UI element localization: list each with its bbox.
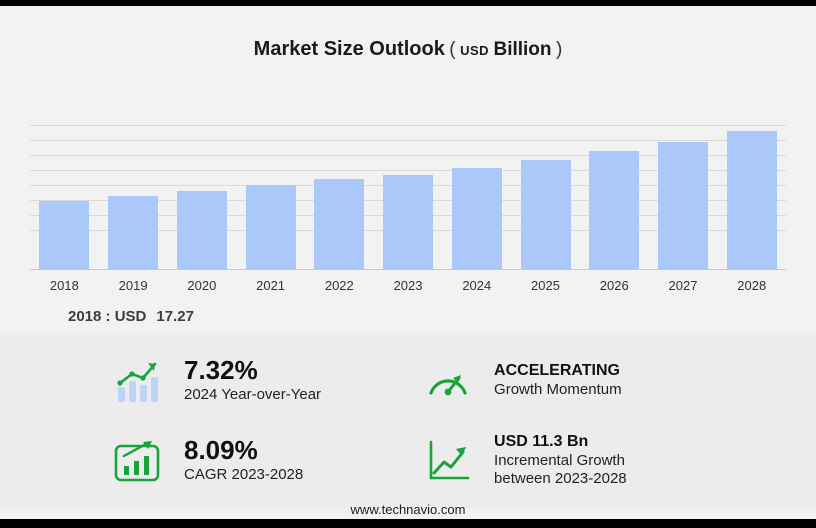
x-axis-label: 2018 [49,278,79,293]
x-axis-label: 2026 [599,278,629,293]
bar-2028 [726,130,777,269]
x-axis-label: 2023 [393,278,423,293]
bar-2024 [451,167,502,269]
bar-2027 [657,141,708,269]
bar-slot [374,120,443,269]
bar-2025 [520,160,571,269]
footer: www.technavio.com [0,502,816,517]
x-axis-labels: 2018 2019 2020 2021 2022 2023 2024 2025 2026 2027… [30,278,786,293]
stat-momentum-label: Growth Momentum [494,381,622,399]
stat-yoy-value: 7.32% [184,355,258,386]
x-axis-label: 2020 [187,278,217,293]
top-border-bar [0,0,816,6]
stat-incremental-value: USD 11.3 Bn [494,432,589,450]
stat-momentum-value: ACCELERATING [494,362,620,380]
bar-slot [649,120,718,269]
bar-slot [167,120,236,269]
bottom-border-bar [0,519,816,528]
annotation-value: 17.27 [156,308,194,325]
bar-2023 [383,174,434,269]
stat-incremental-label: Incremental Growth between 2023-2028 [494,451,627,488]
stats-panel: 7.32% 2024 Year-over-Year ACCELERATING G… [0,333,816,508]
stat-yoy-label: 2024 Year-over-Year [184,386,322,404]
first-year-value-annotation: 2018 : USD 17.27 [68,308,194,325]
bar-slot [305,120,374,269]
market-size-bar-chart: 2018 2019 2020 2021 2022 2023 2024 2025 2026 2027… [30,120,786,293]
stat-cagr: 8.09% CAGR 2023-2028 [112,434,422,485]
x-axis-label: 2025 [531,278,560,293]
bar-2022 [314,179,365,269]
bar-slot [442,120,511,269]
growth-bars-icon [114,441,160,482]
bar-slot [717,120,786,269]
website-link[interactable]: www.technavio.com [350,502,466,517]
bar-slot [236,120,305,269]
x-axis-label: 2024 [462,278,492,293]
bar-slot [580,120,649,269]
bar-2019 [108,196,159,269]
trend-arrow-icon [429,440,470,480]
title-unit-usd: USD [460,43,490,58]
stat-cagr-value: 8.09% [184,434,258,465]
speedometer-icon [429,374,467,396]
stat-incremental: USD 11.3 Bn Incremental Growth between 2… [422,432,786,490]
x-axis-label: 2028 [737,278,767,293]
title-paren-close: ) [555,39,563,60]
bar-plot [30,120,786,270]
stat-cagr-label: CAGR 2023-2028 [184,465,304,483]
x-axis-label: 2027 [668,278,698,293]
x-axis-label: 2019 [118,278,148,293]
bar-2021 [245,184,296,269]
title-paren-open: ( [449,39,456,60]
bar-2026 [589,151,640,269]
chart-title: Market Size Outlook [253,38,445,60]
stat-momentum: ACCELERATING Growth Momentum [422,357,786,405]
stat-yoy: 7.32% 2024 Year-over-Year [112,356,422,405]
bar-slot [511,120,580,269]
bar-slot [99,120,168,269]
bar-2018 [39,201,90,269]
annotation-label: 2018 : USD [68,308,147,325]
bar-slot [30,120,99,269]
title-unit-billion: Billion [493,39,552,60]
bar-chart-trend-icon [117,362,158,402]
x-axis-label: 2021 [256,278,286,293]
page-title: Market Size Outlook ( USD Billion ) [0,38,816,61]
x-axis-label: 2022 [324,278,354,293]
bar-2020 [176,190,227,269]
